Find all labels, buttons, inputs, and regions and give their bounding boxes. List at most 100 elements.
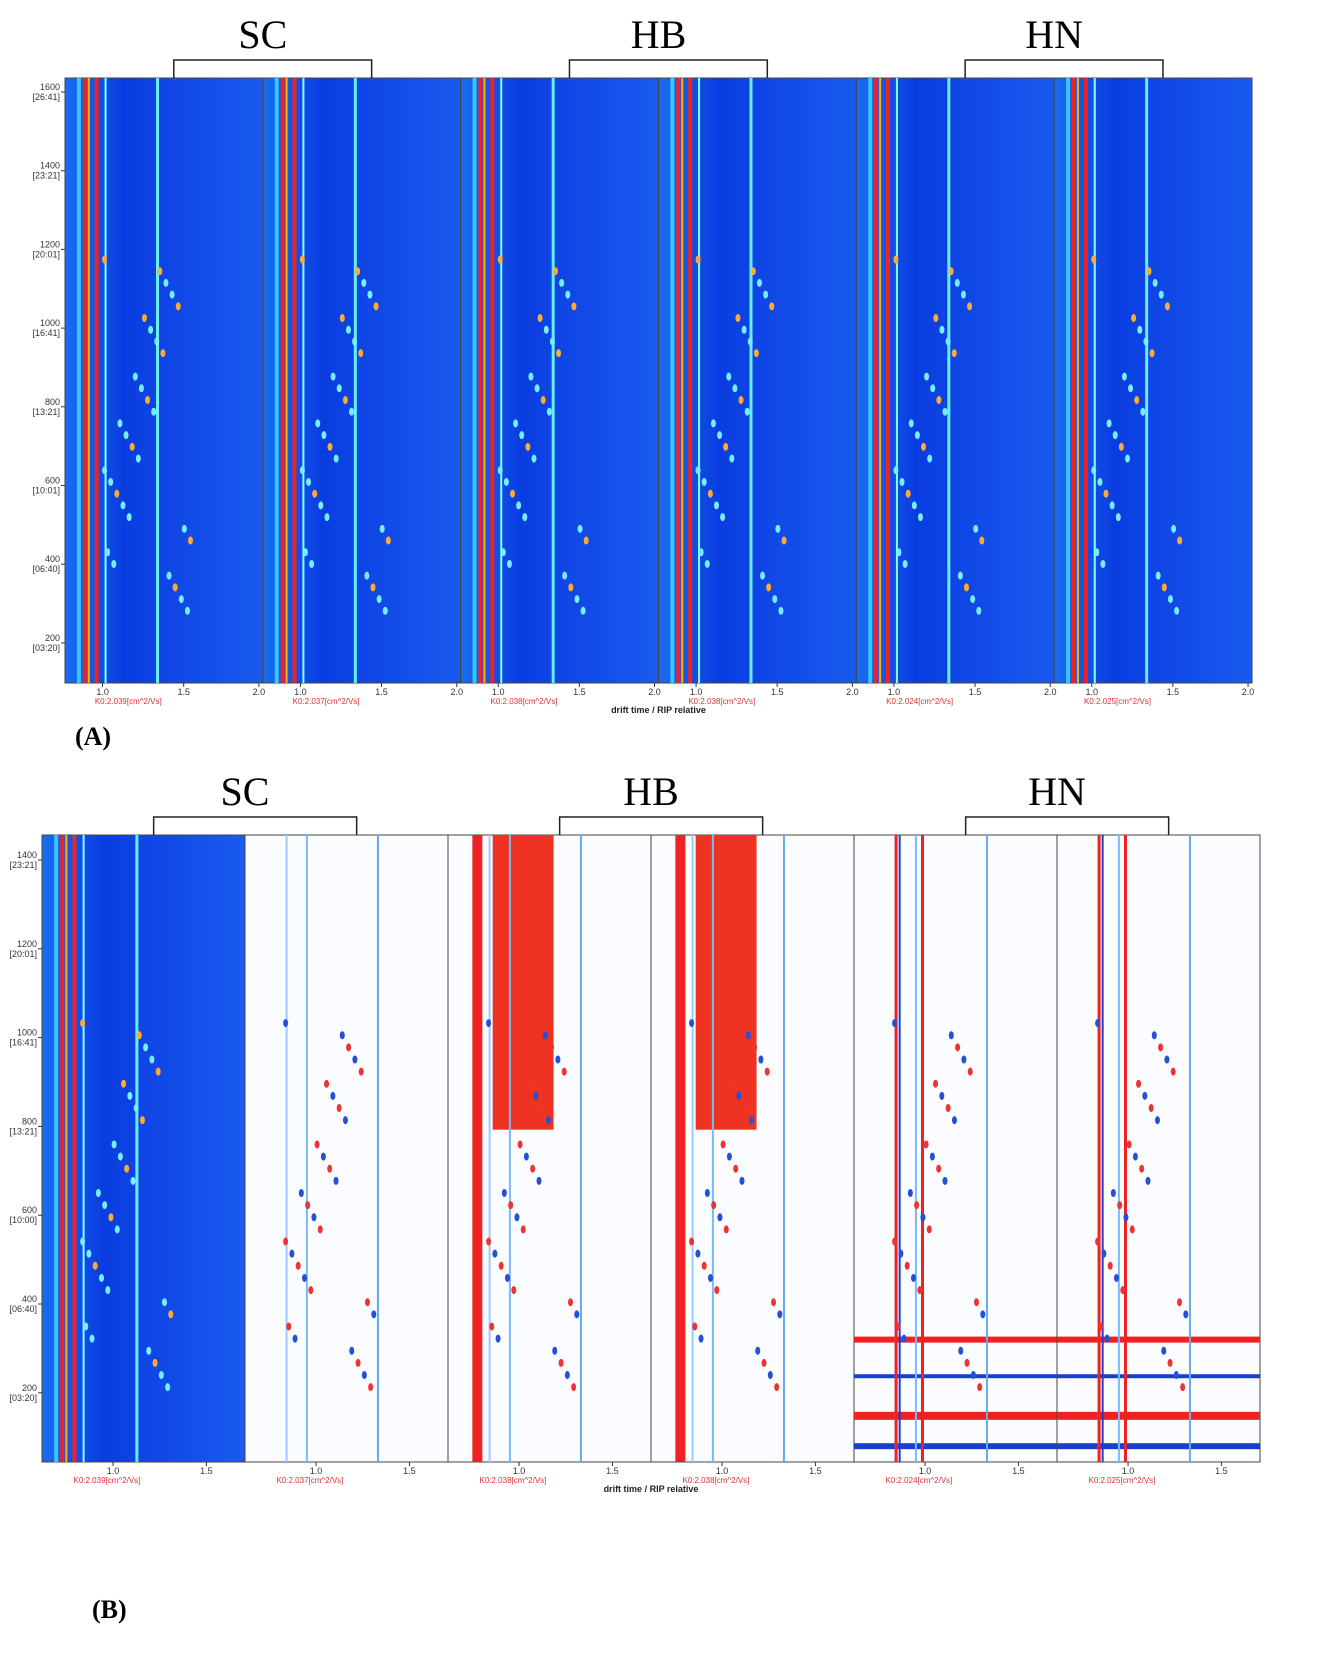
- spot: [146, 1346, 152, 1355]
- spot: [382, 606, 388, 615]
- spot: [523, 1152, 529, 1161]
- spectrum-line: [782, 835, 785, 1462]
- y-tick-label: 400: [22, 1294, 37, 1304]
- spot: [111, 559, 117, 568]
- spot: [172, 583, 178, 592]
- spot: [977, 1383, 983, 1392]
- spectrum-line: [305, 835, 308, 1462]
- spot: [1158, 1043, 1164, 1052]
- spot: [129, 442, 135, 451]
- spot: [148, 325, 154, 334]
- red-region: [695, 835, 757, 1130]
- spot: [735, 314, 741, 323]
- k0-label: K0:2.039[cm^2/Vs]: [95, 697, 162, 706]
- spot: [580, 606, 586, 615]
- spot: [774, 1383, 780, 1392]
- spectrum-line: [947, 78, 951, 683]
- spectrum-line: [54, 835, 59, 1462]
- y-tick-label: 1000: [40, 318, 60, 328]
- spot: [1125, 454, 1131, 463]
- spot: [752, 1043, 758, 1052]
- spot: [527, 1079, 533, 1088]
- spot: [979, 536, 985, 545]
- spot: [1120, 1286, 1126, 1295]
- spot: [720, 513, 726, 522]
- y-tick-time: [16:41]: [32, 328, 60, 338]
- y-tick-time: [23:21]: [32, 171, 60, 181]
- spot: [309, 559, 315, 568]
- spot: [525, 442, 531, 451]
- spot: [726, 372, 732, 381]
- x-tick-label: 1.0: [492, 687, 505, 697]
- x-tick-label: 1.5: [771, 687, 784, 697]
- spot: [951, 349, 957, 358]
- spot: [739, 1176, 745, 1185]
- spot: [317, 1225, 323, 1234]
- spot: [552, 1346, 558, 1355]
- spot: [495, 1334, 501, 1343]
- k0-label: K0:2.037[cm^2/Vs]: [277, 1476, 344, 1485]
- spectrum-line: [670, 78, 675, 683]
- spot: [1091, 466, 1097, 475]
- spectrum-line: [1083, 78, 1088, 683]
- spot: [1134, 396, 1140, 405]
- spot: [980, 1310, 986, 1319]
- panel-label: (A): [75, 722, 111, 751]
- spot: [1095, 1237, 1101, 1246]
- spot: [539, 1104, 545, 1113]
- k0-label: K0:2.038[cm^2/Vs]: [683, 1476, 750, 1485]
- spot: [723, 1225, 729, 1234]
- spot: [1164, 1055, 1170, 1064]
- x-tick-label: 1.5: [177, 687, 190, 697]
- spot: [1146, 267, 1152, 276]
- spot: [1121, 372, 1127, 381]
- spot: [930, 384, 936, 393]
- spot: [717, 431, 723, 440]
- y-tick-time: [20:01]: [9, 949, 37, 959]
- spot: [1136, 1079, 1142, 1088]
- spot: [1155, 571, 1161, 580]
- band: [1057, 1411, 1260, 1420]
- spot: [704, 559, 710, 568]
- y-tick-label: 200: [22, 1383, 37, 1393]
- spot: [352, 337, 358, 346]
- x-tick-label: 1.5: [1012, 1466, 1025, 1476]
- y-tick-time: [23:21]: [9, 860, 37, 870]
- spot: [717, 1213, 723, 1222]
- spot: [371, 1310, 377, 1319]
- spectrum-line: [60, 835, 65, 1462]
- spot: [114, 1225, 120, 1234]
- x-axis-label: drift time / RIP relative: [611, 705, 706, 715]
- spot: [1170, 1067, 1176, 1076]
- spot: [160, 349, 166, 358]
- spectrum-line: [156, 78, 160, 683]
- spot: [105, 548, 111, 557]
- spot: [1180, 1383, 1186, 1392]
- spot: [695, 1249, 701, 1258]
- spectrum-line: [483, 78, 486, 683]
- spot: [330, 1091, 336, 1100]
- x-tick-label: 1.0: [919, 1466, 932, 1476]
- spectrum-line: [691, 835, 694, 1462]
- spot: [339, 314, 345, 323]
- spot: [299, 255, 305, 264]
- spectrum-line: [1117, 835, 1120, 1462]
- spot: [506, 559, 512, 568]
- spectrum-background: [244, 834, 449, 1463]
- spot: [498, 1261, 504, 1270]
- red-region: [492, 835, 554, 1130]
- bracket: [173, 59, 373, 78]
- spot: [95, 1188, 101, 1197]
- spot: [289, 1249, 295, 1258]
- spot: [775, 524, 781, 533]
- spectrum-line: [1093, 78, 1096, 683]
- spot: [188, 536, 194, 545]
- spectrum-line: [472, 835, 483, 1462]
- spot: [695, 466, 701, 475]
- spectrum-line: [87, 78, 90, 683]
- spot: [911, 1273, 916, 1282]
- spot: [519, 431, 525, 440]
- x-tick-label: 2.0: [450, 687, 463, 697]
- spectrum-line: [675, 835, 686, 1462]
- spot: [1140, 407, 1146, 416]
